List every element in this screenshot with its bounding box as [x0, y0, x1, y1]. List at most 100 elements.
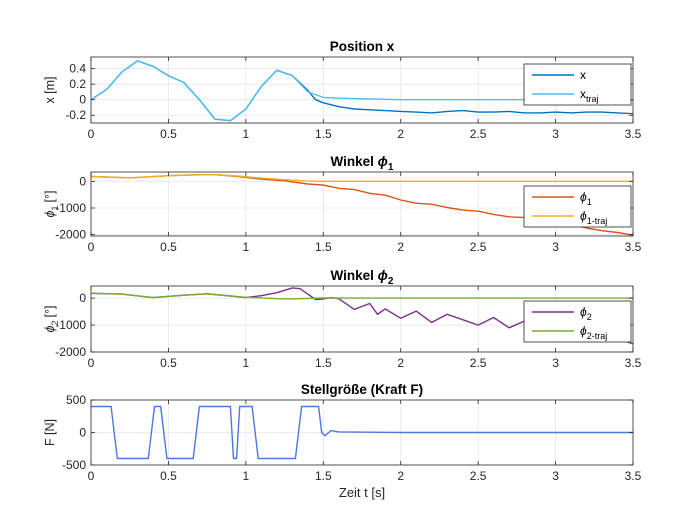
y-tick-label: -2000 [55, 228, 86, 242]
y-tick-label: 500 [66, 393, 86, 407]
legend-label-subscript: 2-traj [587, 331, 608, 341]
x-tick-label: 3 [552, 469, 559, 483]
series-line-phi_1_traj [91, 173, 633, 183]
x-tick-label: 1.5 [315, 127, 332, 141]
panel-title-text: Winkel [331, 154, 378, 169]
y-tick-label: -500 [62, 458, 86, 472]
legend-label-main: ϕ [580, 305, 587, 319]
legend-label-main: ϕ [580, 209, 587, 223]
x-tick-label: 0.5 [160, 356, 177, 370]
x-tick-label: 3.5 [625, 240, 642, 254]
legend-label-main: x [580, 87, 586, 101]
series-group [91, 60, 633, 122]
legend-label-main: x [580, 68, 586, 82]
legend-label-phi_2_traj: ϕ2-traj [580, 324, 607, 341]
legend-label-subscript: 1-traj [587, 216, 608, 226]
y-tick-label: -0.2 [65, 108, 86, 122]
y-axis-label-unit: [°] [43, 191, 57, 203]
panel-title: Stellgröße (Kraft F) [301, 382, 423, 397]
x-tick-label: 0.5 [160, 240, 177, 254]
y-tick-label: 0.4 [69, 62, 86, 76]
x-tick-label: 3.5 [625, 127, 642, 141]
x-tick-label: 3.5 [625, 356, 642, 370]
legend-label-subscript: traj [586, 94, 599, 104]
y-tick-label: 0 [79, 291, 86, 305]
y-axis-label-subscript: 1 [50, 205, 60, 210]
legend-label-main: ϕ [580, 190, 587, 204]
x-tick-label: 2.5 [470, 127, 487, 141]
panel-title-text: Winkel [331, 268, 378, 283]
y-tick-label: -1000 [55, 201, 86, 215]
panel-title-subscript: 1 [388, 162, 394, 173]
x-tick-label: 3 [552, 240, 559, 254]
series-line-F [91, 405, 633, 460]
legend-label-x_traj: xtraj [580, 87, 599, 104]
legend-box [523, 63, 632, 106]
legend-box [523, 300, 632, 343]
axes-frame [90, 285, 634, 353]
y-axis-label-unit: [°] [43, 306, 57, 318]
x-tick-label: 0.5 [160, 469, 177, 483]
panel-title: Winkel ϕ1 [331, 154, 394, 173]
x-tick-label: 2 [397, 127, 404, 141]
x-tick-label: 1 [243, 469, 250, 483]
legend-label-phi_1: ϕ1 [580, 190, 592, 207]
x-tick-label: 3 [552, 356, 559, 370]
y-axis-label-subscript: 2 [50, 320, 60, 325]
x-axis-label: Zeit t [s] [339, 485, 385, 500]
y-tick-label: 0 [79, 174, 86, 188]
y-tick-label: 0.2 [69, 77, 86, 91]
y-tick-label: 0 [79, 426, 86, 440]
x-tick-label: 0 [88, 356, 95, 370]
panel-title-symbol: ϕ [378, 154, 388, 169]
x-tick-label: 1.5 [315, 469, 332, 483]
x-tick-label: 0 [88, 240, 95, 254]
series-line-phi_2_traj [91, 292, 633, 300]
legend-label-phi_1_traj: ϕ1-traj [580, 209, 607, 226]
x-tick-label: 1.5 [315, 240, 332, 254]
x-tick-label: 1.5 [315, 356, 332, 370]
x-tick-label: 1 [243, 356, 250, 370]
x-tick-label: 2 [397, 356, 404, 370]
panel-title-text: Position x [330, 39, 395, 54]
panel-1: 0 0.5 1 1.5 2 2.5 3 3.5 -0.20 0.20.4 Position x x [… [43, 39, 642, 141]
y-tick-label: 0 [79, 93, 86, 107]
axes-frame [90, 171, 634, 237]
y-axis-label: F [N] [43, 419, 57, 446]
y-axis-label: ϕ1 [°] [43, 191, 60, 218]
panel-title: Winkel ϕ2 [331, 268, 394, 287]
x-tick-label: 3 [552, 127, 559, 141]
y-axis-label: ϕ2 [°] [43, 306, 60, 333]
legend-label-x: x [580, 68, 586, 82]
y-tick-label: -1000 [55, 318, 86, 332]
x-tick-label: 3.5 [625, 469, 642, 483]
x-tick-label: 2.5 [470, 240, 487, 254]
panel-title-symbol: ϕ [378, 268, 388, 283]
y-axis-label-symbol: ϕ [43, 325, 57, 332]
legend-label-phi_2: ϕ2 [580, 305, 592, 322]
x-tick-label: 0.5 [160, 127, 177, 141]
y-tick-label: -2000 [55, 345, 86, 359]
x-tick-label: 1 [243, 127, 250, 141]
series-group [91, 405, 633, 460]
panel-title-text: Stellgröße (Kraft F) [301, 382, 423, 397]
x-tick-label: 1 [243, 240, 250, 254]
x-tick-label: 2.5 [470, 469, 487, 483]
x-tick-label: 0 [88, 127, 95, 141]
y-axis-label-symbol: ϕ [43, 210, 57, 217]
legend-label-main: ϕ [580, 324, 587, 338]
x-tick-label: 2.5 [470, 356, 487, 370]
x-tick-label: 2 [397, 240, 404, 254]
panel-title: Position x [330, 39, 395, 54]
x-tick-label: 0 [88, 469, 95, 483]
legend-box [523, 185, 632, 228]
panel-title-subscript: 2 [388, 276, 394, 287]
axes-frame [90, 56, 634, 124]
